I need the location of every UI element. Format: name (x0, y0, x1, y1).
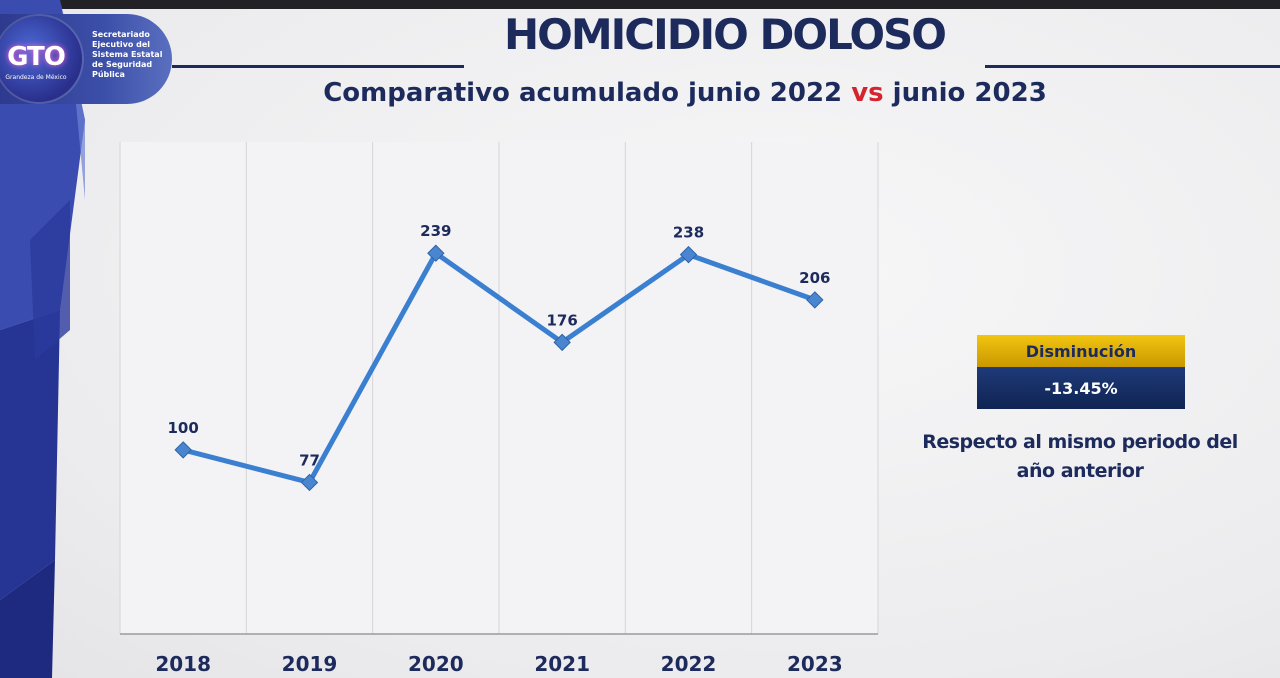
gto-logo-tagline: Grandeza de México (5, 74, 67, 81)
data-label-2020: 239 (420, 222, 451, 240)
chart-series (174, 244, 824, 492)
point-2019 (300, 473, 319, 492)
data-label-2022: 238 (673, 224, 704, 242)
title-rule-right (985, 65, 1280, 68)
series-line (182, 250, 816, 485)
chart-labels: 100 77 239 176 238 206 2018 2019 2020 2021 2022 202… (155, 222, 842, 676)
change-badge: Disminución -13.45% (977, 335, 1185, 409)
point-2022 (679, 245, 698, 264)
comparison-note: Respecto al mismo periodo del año anteri… (910, 428, 1250, 486)
top-bar (0, 0, 1280, 9)
org-logo: GTO Grandeza de México Secretariado Ejec… (0, 14, 172, 104)
data-label-2021: 176 (547, 311, 578, 329)
x-tick-2020: 2020 (408, 652, 464, 676)
x-tick-2022: 2022 (661, 652, 717, 676)
point-2023 (806, 291, 824, 309)
note-line-1: Respecto al mismo periodo del (922, 431, 1238, 453)
page-title: HOMICIDIO DOLOSO (503, 10, 947, 59)
x-tick-2023: 2023 (787, 652, 843, 676)
x-tick-2021: 2021 (534, 652, 590, 676)
data-label-2023: 206 (799, 269, 830, 287)
org-name: Secretariado Ejecutivo del Sistema Estat… (92, 30, 163, 79)
chart-grid (119, 142, 879, 635)
point-2020 (427, 244, 445, 262)
gto-logo-mark: GTO (7, 42, 66, 72)
subtitle-part1: Comparativo acumulado junio 2022 (323, 78, 852, 108)
subtitle-vs: vs (851, 78, 884, 108)
note-line-2: año anterior (1016, 460, 1144, 482)
badge-label: Disminución (977, 335, 1185, 367)
point-2021 (553, 333, 571, 352)
badge-value: -13.45% (977, 367, 1185, 409)
point-2018 (174, 441, 192, 459)
data-label-2019: 77 (299, 451, 320, 469)
gto-logo-circle: GTO Grandeza de México (0, 16, 82, 102)
title-rule-left (172, 65, 464, 68)
data-label-2018: 100 (168, 419, 199, 437)
x-tick-2018: 2018 (155, 652, 211, 676)
subtitle-part2: junio 2023 (883, 78, 1047, 108)
page-subtitle: Comparativo acumulado junio 2022 vs juni… (240, 78, 1130, 108)
x-tick-2019: 2019 (282, 652, 338, 676)
